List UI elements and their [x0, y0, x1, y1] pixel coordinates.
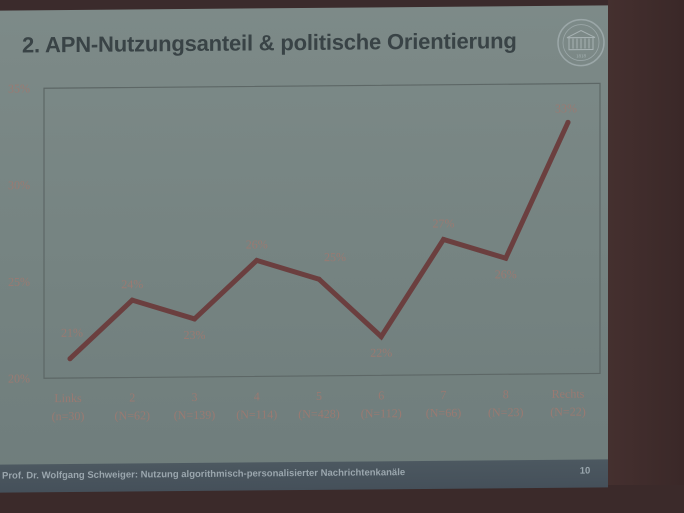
x-tick-label: 4	[254, 389, 260, 403]
room-background-right	[608, 0, 684, 513]
data-point	[254, 257, 260, 263]
data-point	[316, 276, 322, 282]
slide-title: 2. APN-Nutzungsanteil & politische Orien…	[22, 28, 517, 58]
series-line	[67, 119, 571, 362]
data-point	[129, 297, 135, 303]
data-label: 22%	[370, 346, 392, 360]
y-tick-label: 25%	[8, 275, 30, 289]
x-tick-count: (N=114)	[236, 407, 277, 421]
data-point	[503, 255, 509, 261]
data-label: 24%	[121, 277, 143, 291]
line-chart: 20% 25% 30% 35% 21% 24% 23% 26% 25% 22% 27% 26% 33% L…	[8, 81, 601, 423]
y-tick-label: 20%	[8, 371, 30, 385]
projected-slide: 2. APN-Nutzungsanteil & politische Orien…	[0, 5, 608, 493]
university-seal-icon: 1818	[557, 18, 605, 67]
data-label: 26%	[495, 267, 517, 281]
x-tick-count: (N=112)	[361, 406, 402, 420]
logo-year: 1818	[576, 55, 586, 60]
data-label: 23%	[184, 328, 206, 342]
x-tick-count: (N=428)	[298, 407, 339, 421]
x-tick-label: Rechts	[552, 387, 585, 401]
x-tick-count: (N=66)	[426, 406, 461, 420]
x-tick-label: 2	[129, 390, 135, 404]
data-point	[67, 356, 73, 362]
x-tick-count: (N=23)	[488, 405, 523, 419]
x-tick-count: (n=30)	[52, 409, 85, 423]
data-label: 26%	[246, 237, 268, 251]
x-tick-label: 7	[441, 388, 447, 402]
data-point	[565, 119, 571, 125]
data-label: 25%	[324, 250, 346, 264]
data-label: 33%	[555, 101, 577, 115]
x-tick-count: (N=22)	[550, 405, 585, 419]
x-tick-count: (N=139)	[174, 408, 215, 422]
x-tick-count: (N=62)	[115, 408, 150, 422]
data-point	[441, 236, 446, 242]
y-tick-label: 30%	[8, 178, 30, 192]
x-tick-label: 5	[316, 389, 322, 403]
data-point	[378, 334, 384, 340]
y-tick-label: 35%	[8, 81, 30, 95]
page-number: 10	[579, 465, 591, 477]
x-tick-label: 6	[378, 388, 384, 402]
plot-frame	[43, 82, 601, 379]
x-tick-label: 8	[503, 387, 509, 401]
x-tick-label: Links	[54, 391, 82, 405]
x-tick-label: 3	[192, 390, 198, 404]
data-label: 21%	[61, 326, 83, 340]
data-label: 27%	[433, 216, 455, 230]
data-point	[192, 316, 197, 322]
